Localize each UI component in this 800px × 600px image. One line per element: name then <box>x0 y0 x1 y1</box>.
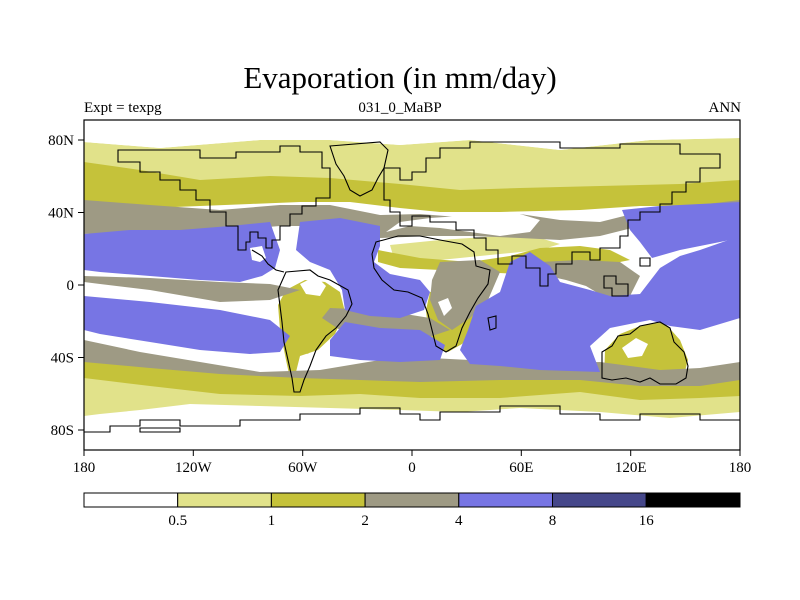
time-label: 031_0_MaBP <box>358 100 442 116</box>
evap-white-spots <box>84 128 740 450</box>
y-tick-label: 40S <box>51 351 74 367</box>
colorbar-bin-black <box>645 492 741 508</box>
colorbar-label: 4 <box>455 513 463 529</box>
map-plot <box>84 120 740 450</box>
season-label: ANN <box>708 100 742 116</box>
colorbar-bin-blue <box>458 492 553 508</box>
evap-blue-fields <box>84 202 740 372</box>
x-tick-label: 60E <box>509 460 533 476</box>
x-tick-label: 60W <box>288 460 318 476</box>
colorbar-bin-lightyellow <box>177 492 272 508</box>
y-tick-labels: 80N 40N 0 40S 80S <box>48 133 74 439</box>
experiment-label: Expt = texpg <box>84 100 162 116</box>
map-title: Evaporation (in mm/day) <box>243 60 557 95</box>
x-tick-label: 0 <box>408 460 416 476</box>
colorbar-label: 8 <box>549 513 557 529</box>
x-tick-labels: 180 120W 60W 0 60E 120E 180 <box>73 460 752 476</box>
colorbar-bin-darkblue <box>552 492 647 508</box>
x-tick-label: 180 <box>729 460 752 476</box>
colorbar-labels: 0.5 1 2 4 8 16 <box>168 513 654 529</box>
y-tick-label: 80S <box>51 423 74 439</box>
x-tick-label: 120E <box>615 460 647 476</box>
y-tick-label: 0 <box>67 278 75 294</box>
colorbar-bin-white <box>83 492 179 508</box>
colorbar-label: 16 <box>639 513 655 529</box>
colorbar-label: 1 <box>268 513 276 529</box>
y-tick-label: 40N <box>48 206 74 222</box>
coastlines <box>84 141 740 433</box>
colorbar <box>83 492 741 508</box>
axis-ticks <box>78 139 741 456</box>
x-tick-label: 120W <box>175 460 213 476</box>
y-tick-label: 80N <box>48 133 74 149</box>
colorbar-label: 2 <box>361 513 369 529</box>
colorbar-label: 0.5 <box>168 513 187 529</box>
colorbar-bin-grey <box>364 492 460 508</box>
colorbar-bin-olive <box>270 492 366 508</box>
x-tick-label: 180 <box>73 460 96 476</box>
